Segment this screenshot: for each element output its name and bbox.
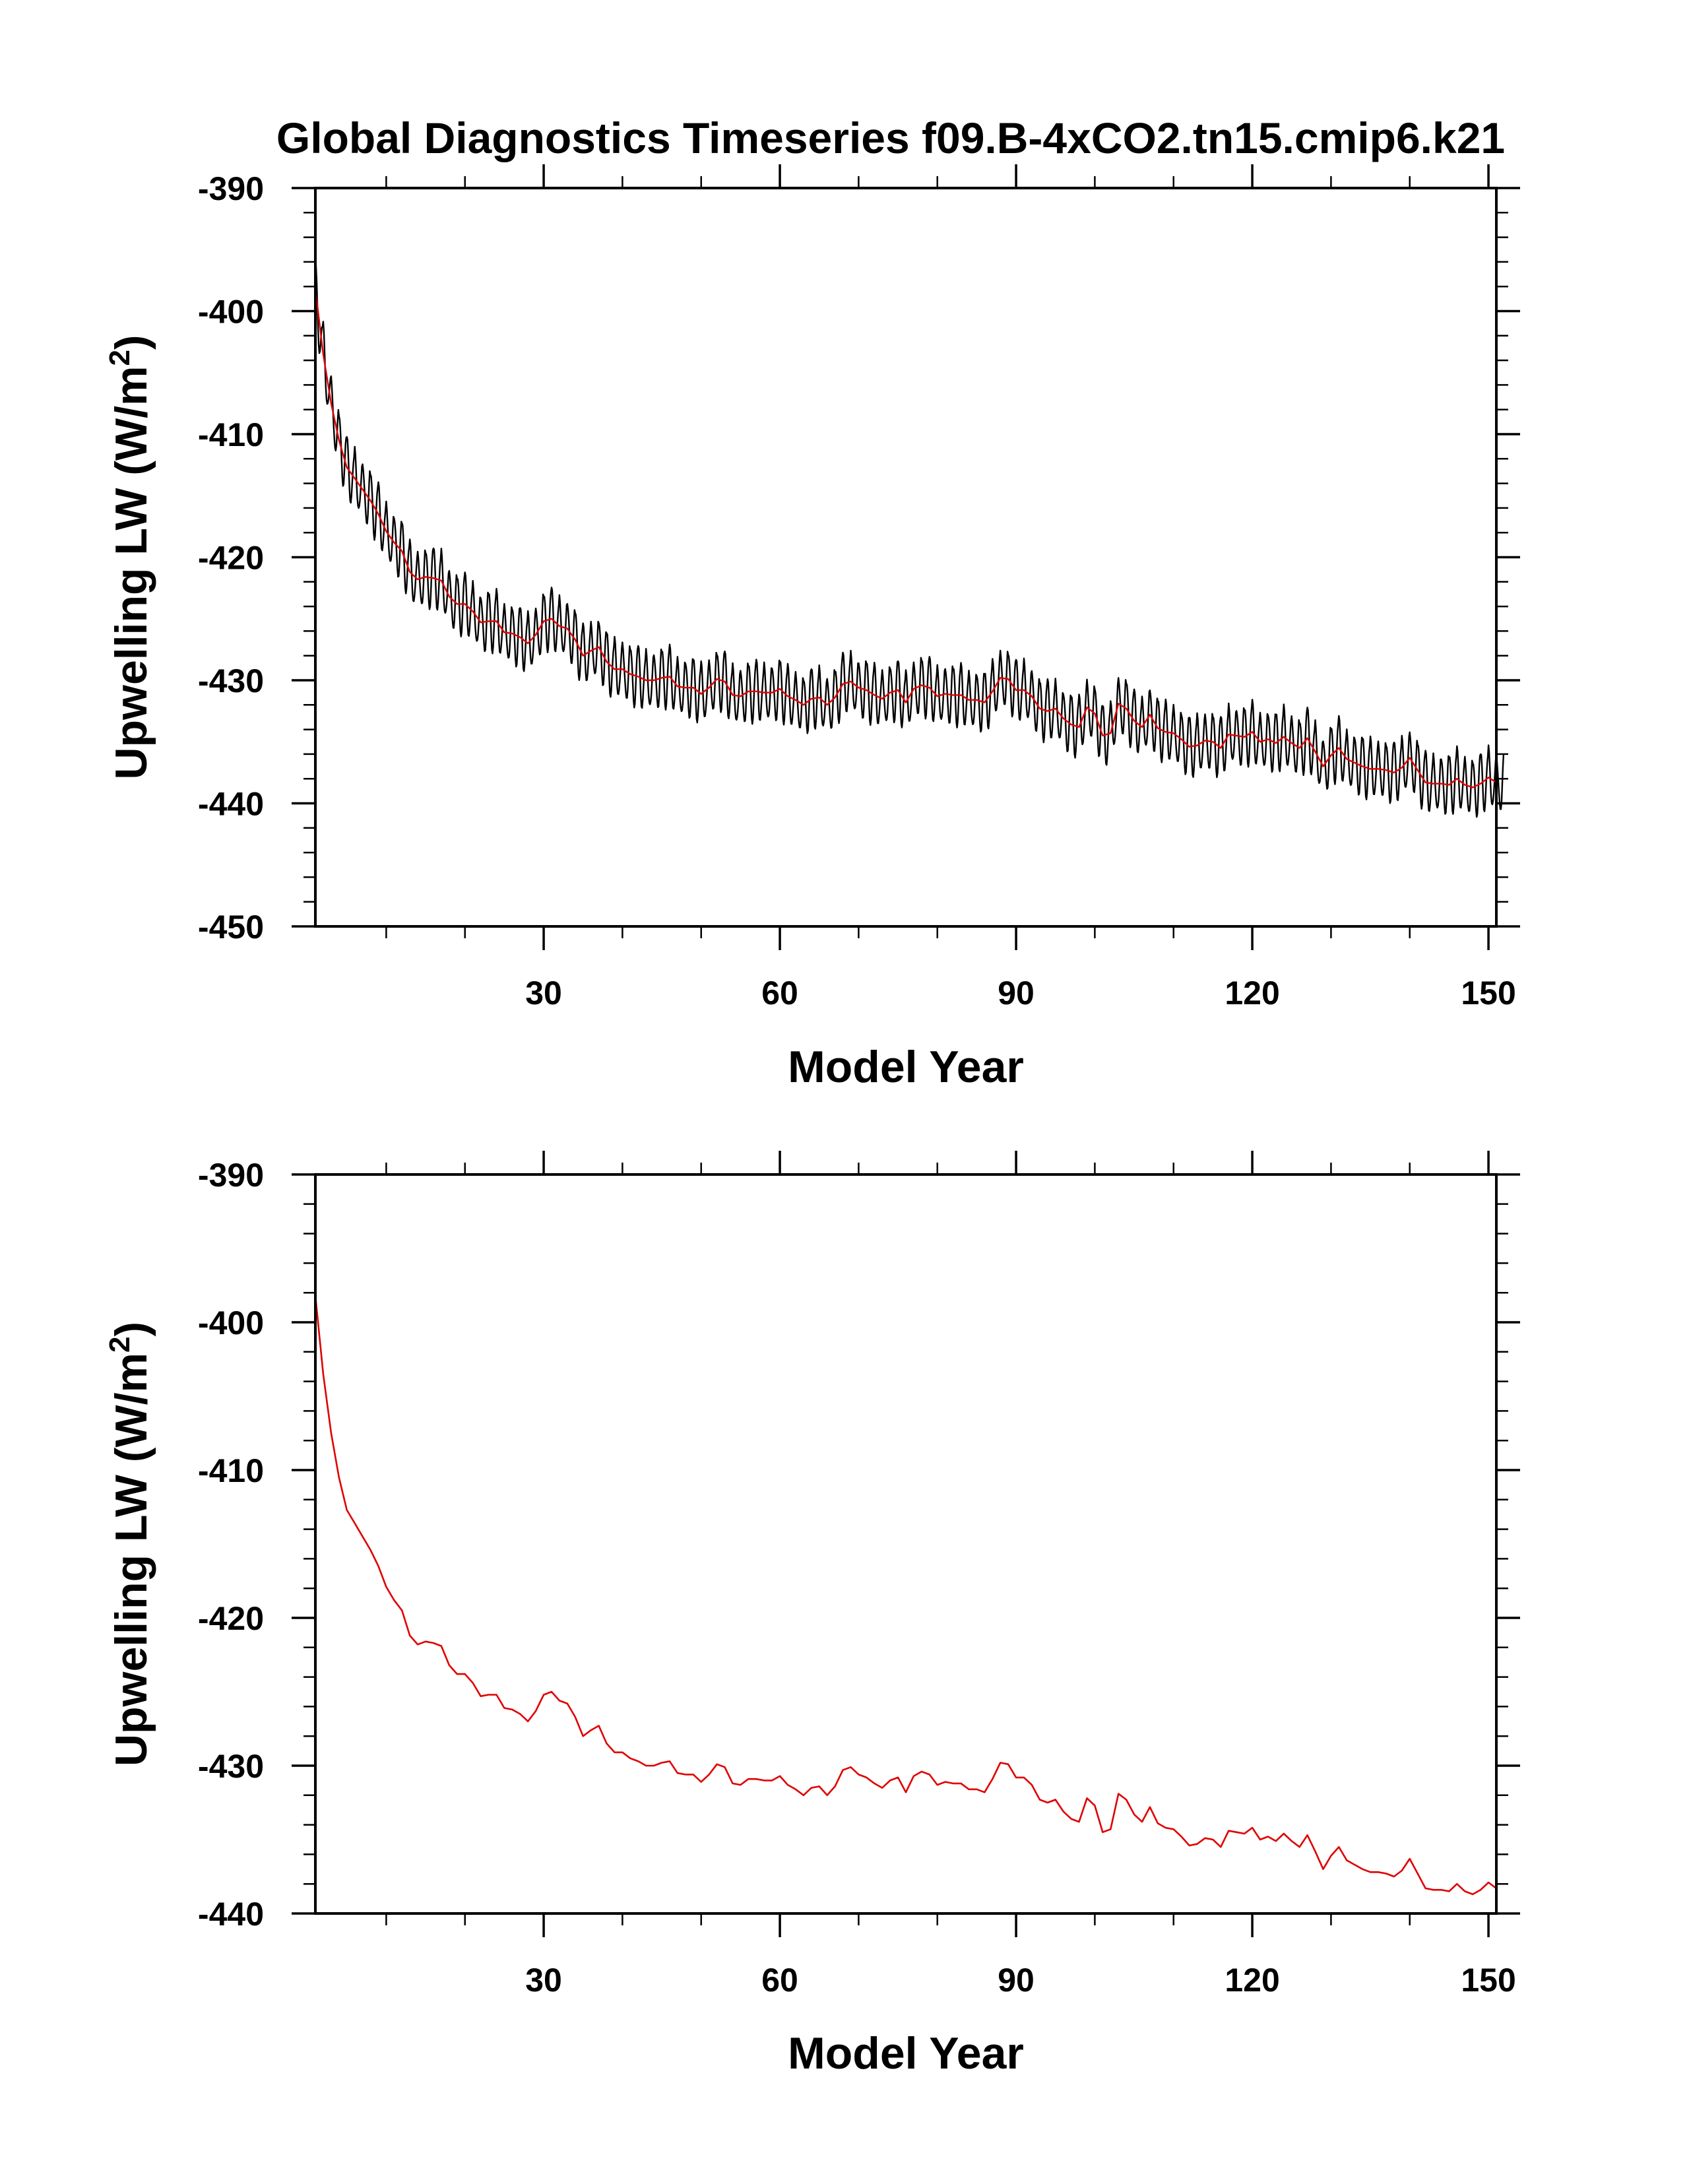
x-tick-label: 90 (998, 975, 1035, 1012)
x-tick-label: 30 (525, 975, 562, 1012)
x-tick-label: 30 (525, 1962, 562, 1999)
monthly-panel-ticks (292, 164, 1520, 950)
monthly-series-line (314, 260, 1505, 818)
x-tick-label: 90 (998, 1962, 1035, 1999)
y-tick-label: -390 (198, 1157, 264, 1194)
x-tick-label: 150 (1461, 1962, 1515, 1999)
annual-panel-x-axis-title: Model Year (788, 2028, 1024, 2078)
y-tick-label: -430 (198, 662, 264, 699)
monthly-panel-series (314, 260, 1505, 818)
annual-panel-y-axis-title-sup: 2 (104, 1337, 136, 1353)
annual-panel-y-axis-title: Upwelling LW (W/m2) (104, 1322, 156, 1766)
y-tick-label: -450 (198, 909, 264, 946)
annual-panel-tick-labels: -440 -430 -420 -410 -400 -390 30 60 90 120 150 (198, 1157, 1516, 1999)
x-tick-label: 150 (1461, 975, 1515, 1012)
y-tick-label: -390 (198, 170, 264, 207)
y-tick-label: -430 (198, 1748, 264, 1785)
monthly-panel: -450 -440 -430 -420 -410 -400 -390 30 60 90 120 150… (104, 164, 1520, 1092)
monthly-panel-y-axis-title: Upwelling LW (W/m2) (104, 335, 156, 779)
y-tick-label: -420 (198, 1600, 264, 1637)
monthly-panel-frame (314, 187, 1498, 928)
x-tick-label: 60 (761, 1962, 798, 1999)
annual-mean-line-bottom (314, 1295, 1497, 1896)
monthly-panel-y-axis-title-main: Upwelling LW (W/m (106, 366, 156, 780)
monthly-panel-y-axis-title-sup: 2 (104, 350, 136, 366)
figure-title: Global Diagnostics Timeseries f09.B-4xCO… (276, 113, 1505, 162)
monthly-panel-y-axis-title-suffix: ) (106, 335, 156, 350)
y-tick-label: -400 (198, 294, 264, 331)
y-tick-label: -420 (198, 540, 264, 577)
monthly-panel-tick-labels: -450 -440 -430 -420 -410 -400 -390 30 60 90 120 150 (198, 170, 1516, 1012)
x-tick-label: 120 (1225, 1962, 1279, 1999)
x-tick-label: 120 (1225, 975, 1279, 1012)
y-tick-label: -440 (198, 786, 264, 823)
y-tick-label: -410 (198, 1452, 264, 1489)
x-tick-label: 60 (761, 975, 798, 1012)
y-tick-label: -410 (198, 416, 264, 453)
annual-panel-frame (314, 1173, 1498, 1915)
annual-panel-y-axis-title-suffix: ) (106, 1322, 156, 1337)
annual-panel-y-axis-title-main: Upwelling LW (W/m (106, 1353, 156, 1766)
y-tick-label: -400 (198, 1304, 264, 1341)
annual-panel: -440 -430 -420 -410 -400 -390 30 60 90 120 150 Mod… (104, 1151, 1520, 2078)
annual-panel-series (314, 1295, 1497, 1896)
y-tick-label: -440 (198, 1896, 264, 1933)
annual-panel-ticks (292, 1151, 1520, 1937)
annual-mean-line-top (314, 288, 1497, 788)
monthly-panel-x-axis-title: Model Year (788, 1042, 1024, 1092)
